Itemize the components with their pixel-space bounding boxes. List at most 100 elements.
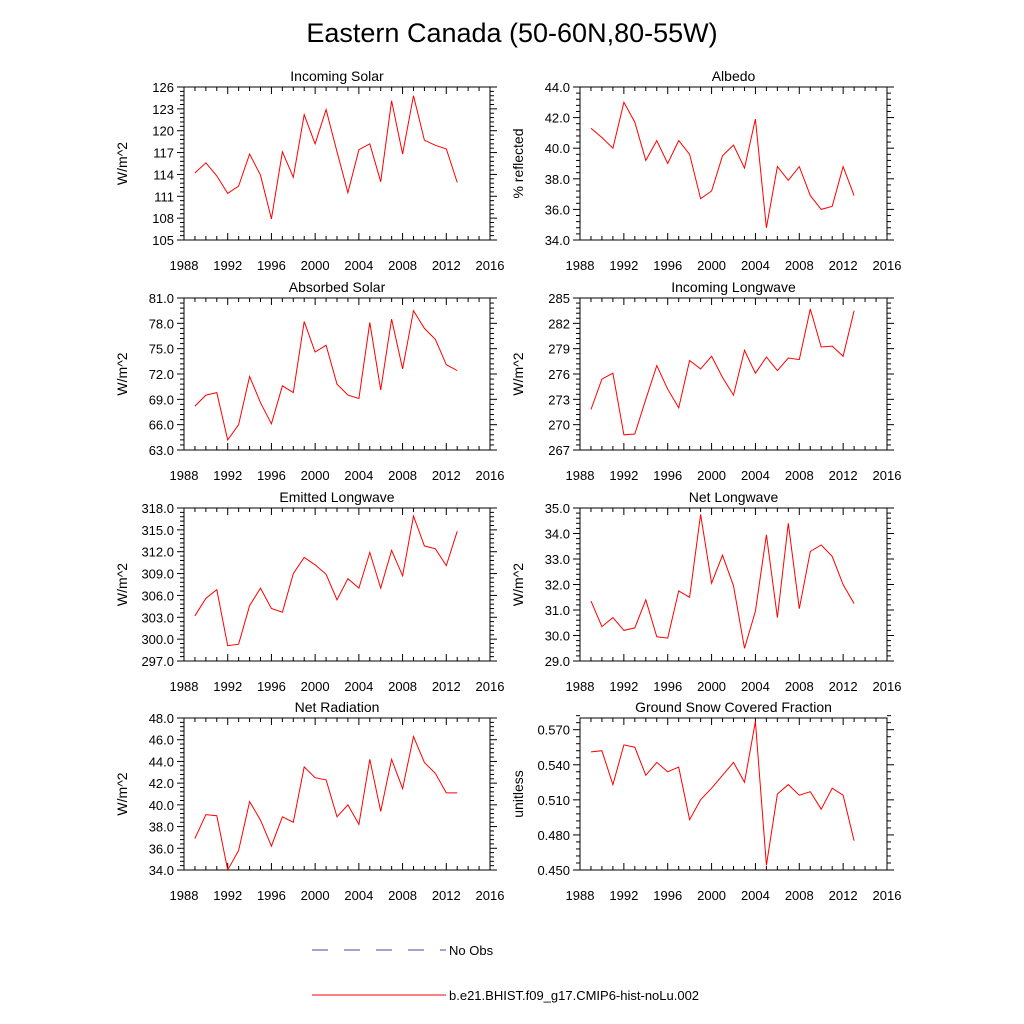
x-tick-label: 2008 [388,888,417,903]
y-tick-label: 0.570 [537,723,570,738]
y-tick-label: 270 [548,418,570,433]
y-tick-label: 33.0 [545,552,570,567]
y-tick-label: 36.0 [149,841,174,856]
panel-title: Absorbed Solar [289,279,386,295]
y-axis-label: W/m^2 [510,563,526,606]
x-tick-label: 1988 [566,468,595,483]
y-tick-label: 63.0 [149,443,174,458]
x-tick-label: 2000 [301,679,330,694]
x-tick-label: 2008 [388,468,417,483]
panel-5: 1988 1992 1996 2000 2004 2008 2012 2016 297.0 300… [114,489,504,694]
y-tick-label: 0.540 [537,758,570,773]
y-tick-label: 126 [152,80,174,95]
panel-title: Net Radiation [295,699,380,715]
x-tick-label: 2000 [697,888,726,903]
panel-6: 1988 1992 1996 2000 2004 2008 2012 2016 29.0 30.0… [510,489,901,694]
x-tick-label: 2008 [388,258,417,273]
panel-4: 1988 1992 1996 2000 2004 2008 2012 2016 267 270 27… [510,279,901,483]
x-tick-label: 2004 [741,888,770,903]
series-line [590,514,855,649]
y-tick-label: 105 [152,233,174,248]
x-tick-label: 1992 [213,258,242,273]
x-tick-label: 1992 [609,468,638,483]
x-tick-label: 1992 [213,888,242,903]
y-tick-label: 34.0 [545,233,570,248]
panel-3: 1988 1992 1996 2000 2004 2008 2012 2016 63.0 66.0… [114,279,504,483]
series-line [194,95,458,220]
x-tick-label: 1996 [257,679,286,694]
panel-title: Emitted Longwave [279,489,394,505]
panel-title: Albedo [712,68,756,84]
y-tick-label: 72.0 [149,367,174,382]
x-tick-label: 2016 [873,468,902,483]
y-tick-label: 35.0 [545,501,570,516]
x-tick-label: 2012 [432,888,461,903]
x-tick-label: 1988 [566,679,595,694]
y-tick-label: 297.0 [141,654,174,669]
panel-title: Incoming Solar [290,68,384,84]
y-tick-label: 44.0 [545,80,570,95]
y-tick-label: 303.0 [141,610,174,625]
y-tick-label: 42.0 [149,776,174,791]
x-tick-label: 2012 [829,258,858,273]
x-tick-label: 2012 [829,679,858,694]
x-tick-label: 2004 [344,468,373,483]
y-tick-label: 300.0 [141,632,174,647]
panel-2: 1988 1992 1996 2000 2004 2008 2012 2016 34.0 36.0… [510,68,901,273]
x-tick-label: 1988 [566,258,595,273]
plot-frame [183,86,491,241]
y-tick-label: 285 [548,291,570,306]
plot-frame [579,86,888,241]
x-tick-label: 2016 [476,679,505,694]
y-tick-label: 36.0 [545,202,570,217]
y-axis-label: W/m^2 [510,352,526,395]
y-axis-label: % reflected [510,128,526,198]
series-line [194,734,458,872]
y-tick-label: 111 [154,189,174,204]
y-axis-label: W/m^2 [114,772,130,815]
x-tick-label: 1988 [566,888,595,903]
series-line [194,514,458,647]
y-tick-label: 0.450 [537,863,570,878]
x-tick-label: 2012 [432,258,461,273]
x-tick-label: 1992 [213,679,242,694]
y-axis-label: W/m^2 [114,563,130,606]
x-tick-label: 1996 [257,888,286,903]
x-tick-label: 2000 [697,679,726,694]
x-tick-label: 2008 [785,258,814,273]
y-tick-label: 312.0 [141,545,174,560]
y-tick-label: 318.0 [141,501,174,516]
y-tick-label: 48.0 [149,711,174,726]
x-tick-label: 1996 [653,888,682,903]
panel-1: 1988 1992 1996 2000 2004 2008 2012 2016 105 108 11… [114,68,504,273]
x-tick-label: 2000 [697,468,726,483]
y-tick-label: 66.0 [149,418,174,433]
y-tick-label: 306.0 [141,588,174,603]
x-tick-label: 2012 [829,888,858,903]
y-tick-label: 315.0 [141,523,174,538]
x-tick-label: 1996 [653,468,682,483]
series-line [590,100,855,228]
x-tick-label: 1988 [170,258,199,273]
x-tick-label: 2000 [301,468,330,483]
y-tick-label: 267 [548,443,570,458]
y-tick-label: 69.0 [149,392,174,407]
x-tick-label: 1988 [170,888,199,903]
panel-title: Net Longwave [689,489,779,505]
x-tick-label: 1988 [170,679,199,694]
y-tick-label: 34.0 [149,863,174,878]
x-tick-label: 2012 [829,468,858,483]
panel-title: Ground Snow Covered Fraction [635,699,832,715]
y-tick-label: 46.0 [149,733,174,748]
series-line [590,721,855,866]
x-tick-label: 1992 [609,888,638,903]
x-tick-label: 2012 [432,468,461,483]
y-tick-label: 38.0 [545,172,570,187]
x-tick-label: 1996 [257,468,286,483]
legend-obs-label: No Obs [449,943,494,958]
legend: No Obs b.e21.BHIST.f09_g17.CMIP6-hist-no… [312,943,699,1003]
x-tick-label: 1992 [609,679,638,694]
panel-grid: 1988 1992 1996 2000 2004 2008 2012 2016 105 108 11… [114,68,901,903]
y-tick-label: 108 [152,211,174,226]
